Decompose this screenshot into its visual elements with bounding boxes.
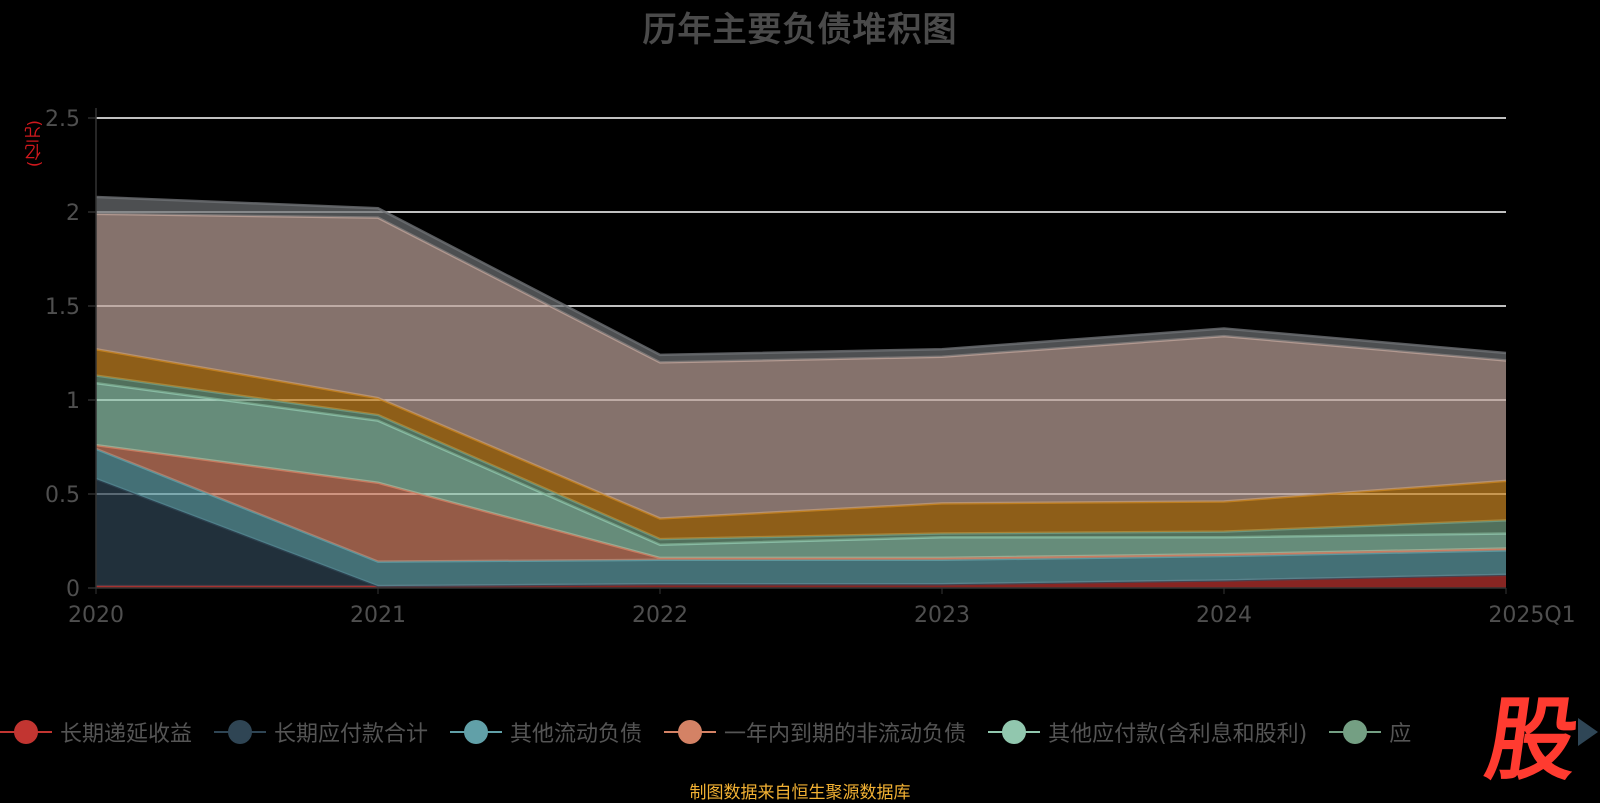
- legend-marker-icon: [664, 720, 717, 744]
- y-tick-label: 1: [66, 389, 80, 414]
- legend-item[interactable]: 一年内到期的非流动负债: [664, 712, 966, 752]
- area-series-8: [95, 195, 1507, 363]
- x-tick-label: 2025Q1: [1488, 603, 1575, 628]
- chart-title: 历年主要负债堆积图: [642, 10, 958, 50]
- y-tick-label: 2.5: [45, 107, 80, 132]
- legend-marker-icon: [988, 720, 1041, 744]
- series-line: [95, 195, 1507, 357]
- source-note: 制图数据来自恒生聚源数据库: [689, 783, 911, 803]
- legend-label: 长期应付款合计: [274, 722, 429, 747]
- legend-item[interactable]: 应: [1329, 712, 1411, 752]
- area-series: [95, 195, 1507, 588]
- legend-label: 长期递延收益: [60, 722, 193, 747]
- series-area: [96, 445, 1506, 562]
- legend-label: 一年内到期的非流动负债: [724, 722, 967, 747]
- y-tick-label: 2: [66, 201, 80, 226]
- legend-label: 其他应付款(含利息和股利): [1048, 722, 1308, 747]
- legend-item[interactable]: 其他流动负债: [450, 712, 642, 752]
- y-tick-label: 0.5: [45, 483, 80, 508]
- x-tick-label: 2020: [68, 603, 124, 628]
- legend-label: 其他流动负债: [510, 722, 643, 747]
- series-area: [96, 375, 1506, 545]
- series-area: [96, 213, 1506, 519]
- series-area: [96, 448, 1506, 587]
- y-tick-label: 0: [66, 577, 80, 602]
- series-area: [96, 196, 1506, 363]
- legend-marker-icon: [450, 720, 503, 744]
- legend-marker-icon: [214, 720, 267, 744]
- axes: 0 0.5 1 1.5 2 2.5 2020 2021 2022 2023 2024 2025Q1: [45, 107, 1576, 628]
- legend-label: 应: [1389, 722, 1412, 747]
- x-tick-label: 2022: [632, 603, 688, 628]
- y-tick-label: 1.5: [45, 295, 80, 320]
- legend-item[interactable]: 长期递延收益: [0, 712, 192, 752]
- legend-next-page-icon[interactable]: [1578, 718, 1598, 746]
- x-tick-label: 2024: [1196, 603, 1252, 628]
- x-tick-label: 2021: [350, 603, 406, 628]
- series-area: [96, 349, 1506, 540]
- stacked-area-chart: 0 0.5 1 1.5 2 2.5 2020 2021 2022 2023 2024 2025Q1: [45, 107, 1576, 628]
- legend: 长期递延收益 长期应付款合计 其他流动负债 一年内到期的非流动负债 其他应付款(含利息和…: [0, 712, 1575, 752]
- series-area: [96, 383, 1506, 558]
- legend-item[interactable]: 其他应付款(含利息和股利): [988, 712, 1307, 752]
- watermark-logo: 股: [1479, 688, 1585, 793]
- x-tick-label: 2023: [914, 603, 970, 628]
- series-area: [96, 478, 1506, 587]
- legend-item[interactable]: 长期应付款合计: [214, 712, 428, 752]
- legend-marker-icon: [1329, 720, 1382, 744]
- series-area: [96, 574, 1506, 588]
- legend-marker-icon: [0, 720, 52, 744]
